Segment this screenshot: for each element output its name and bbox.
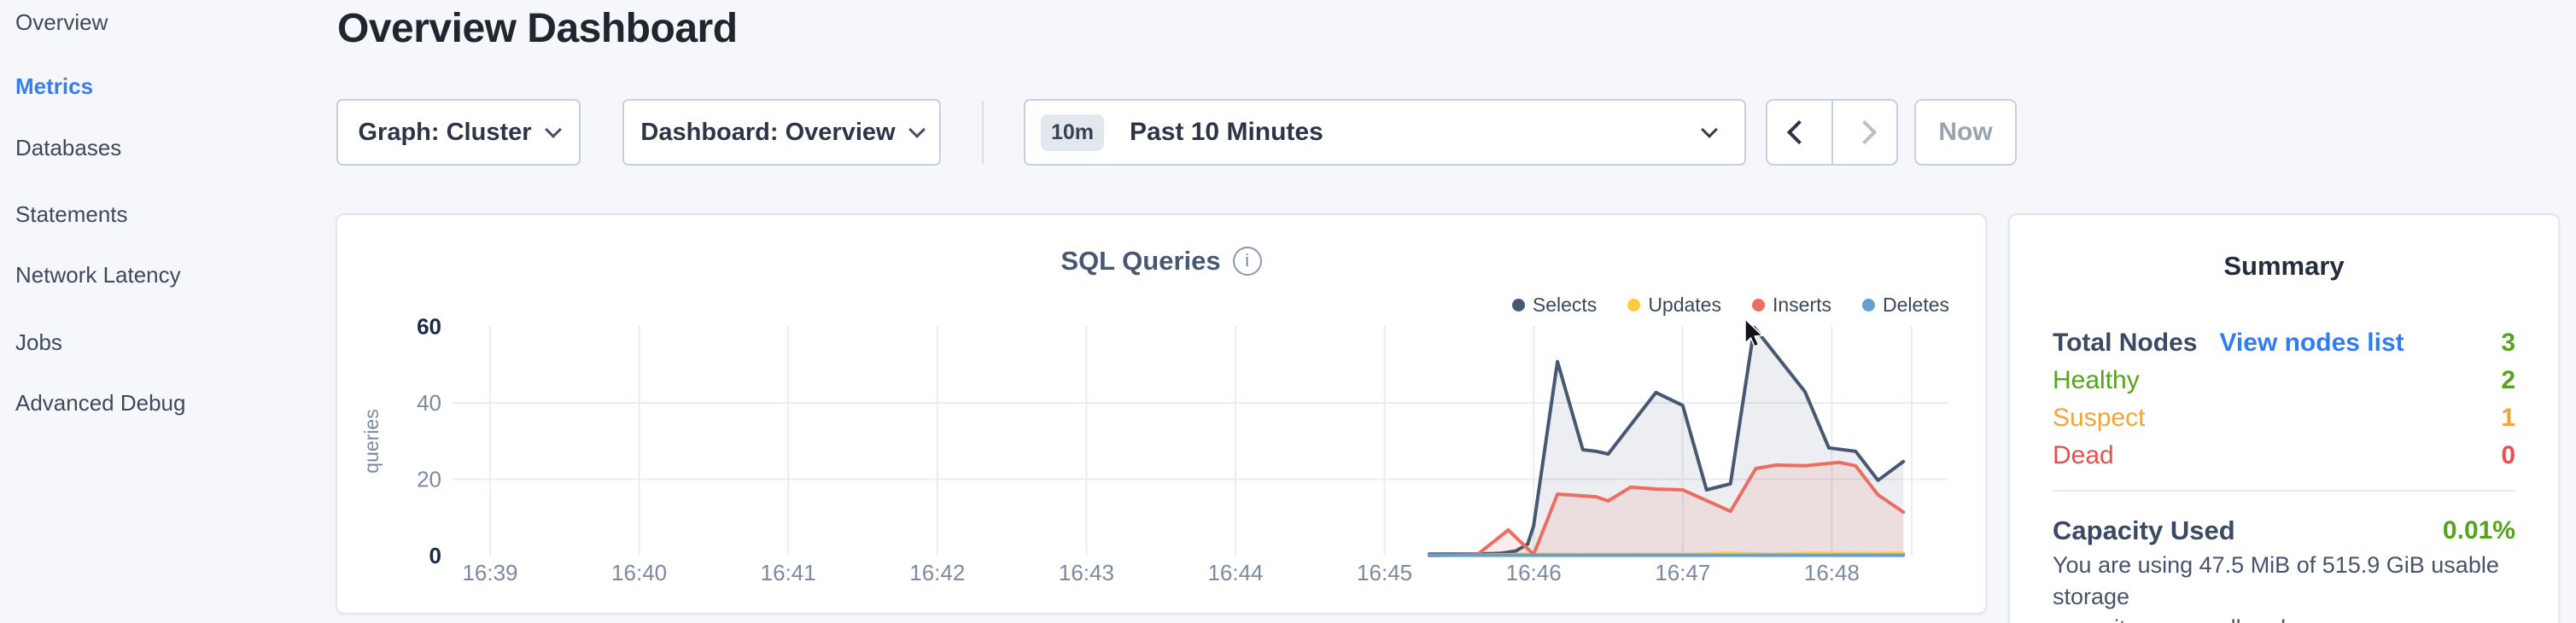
capacity-description-line2: capacity across all nodes.: [2053, 615, 2316, 623]
sql-queries-chart-panel: SQL Queries i Selects Updates Inserts Delet…: [336, 213, 1987, 614]
capacity-description-line1: You are using 47.5 MiB of 515.9 GiB usab…: [2053, 552, 2499, 609]
dashboard-dropdown[interactable]: Dashboard: Overview: [622, 99, 941, 166]
time-step-buttons: [1766, 99, 1898, 166]
sidebar-item-metrics[interactable]: Metrics: [15, 73, 94, 99]
legend-item-inserts: Inserts: [1751, 294, 1832, 317]
legend-label: Selects: [1532, 294, 1598, 316]
dead-row: Dead 0: [2053, 437, 2515, 475]
y-tick-label: 40: [417, 390, 441, 416]
sidebar-item-jobs[interactable]: Jobs: [15, 329, 62, 355]
sidebar-item-databases[interactable]: Databases: [15, 135, 122, 160]
chevron-down-icon: [908, 121, 926, 138]
sidebar-item-advanced-debug[interactable]: Advanced Debug: [15, 390, 186, 416]
y-axis-label: queries: [360, 409, 383, 473]
capacity-description: You are using 47.5 MiB of 515.9 GiB usab…: [2053, 550, 2524, 623]
capacity-used-value: 0.01%: [2442, 516, 2515, 544]
total-nodes-value: 3: [2501, 329, 2515, 357]
summary-divider: [2053, 490, 2515, 492]
time-back-button[interactable]: [1767, 101, 1831, 164]
now-button-label: Now: [1938, 118, 1993, 146]
healthy-row: Healthy 2: [2053, 362, 2515, 399]
dead-label: Dead: [2053, 441, 2114, 469]
chart-legend: Selects Updates Inserts Deletes: [1511, 294, 1949, 317]
total-nodes-label: Total Nodes: [2053, 329, 2198, 357]
view-nodes-list-link[interactable]: View nodes list: [2219, 329, 2404, 357]
sidebar-item-overview[interactable]: Overview: [15, 9, 108, 35]
series-line-selects: [1428, 325, 1906, 556]
chevron-left-icon: [1787, 119, 1812, 145]
chart-title: SQL Queries: [1060, 246, 1221, 276]
healthy-value: 2: [2501, 366, 2515, 394]
y-tick-label: 20: [417, 467, 441, 492]
legend-dot-selects: [1511, 299, 1525, 312]
x-tick-label: 16:40: [611, 560, 667, 585]
suspect-row: Suspect 1: [2053, 399, 2515, 437]
total-nodes-row: Total Nodes View nodes list 3: [2053, 324, 2515, 362]
legend-item-deletes: Deletes: [1862, 294, 1949, 317]
legend-dot-updates: [1627, 299, 1641, 312]
x-tick-label: 16:43: [1059, 560, 1114, 585]
capacity-used-row: Capacity Used 0.01%: [2053, 512, 2515, 550]
legend-dot-inserts: [1751, 299, 1765, 312]
y-tick-label: 60: [417, 314, 441, 340]
legend-label: Deletes: [1883, 294, 1949, 316]
legend-item-updates: Updates: [1627, 294, 1721, 317]
time-range-dropdown[interactable]: 10m Past 10 Minutes: [1024, 99, 1746, 166]
graph-dropdown[interactable]: Graph: Cluster: [336, 99, 581, 166]
page-title: Overview Dashboard: [337, 6, 738, 51]
chevron-down-icon: [1701, 121, 1718, 138]
summary-title: Summary: [2223, 251, 2345, 281]
controls-divider: [982, 101, 984, 164]
sql-queries-chart: 16:39 16:40 16:41 16:42 16:43 16:44 16:45 16:46…: [360, 314, 1948, 585]
dashboard-dropdown-label: Dashboard: Overview: [640, 118, 896, 146]
time-window-badge: 10m: [1041, 114, 1105, 151]
x-tick-label: 16:48: [1804, 560, 1860, 585]
sidebar-item-statements[interactable]: Statements: [15, 201, 128, 227]
x-tick-label: 16:47: [1655, 560, 1710, 585]
legend-dot-deletes: [1862, 299, 1876, 312]
suspect-value: 1: [2501, 404, 2515, 432]
x-tick-label: 16:44: [1207, 560, 1263, 585]
graph-dropdown-label: Graph: Cluster: [358, 118, 532, 146]
healthy-label: Healthy: [2053, 366, 2140, 394]
time-forward-button[interactable]: [1831, 101, 1897, 164]
legend-item-selects: Selects: [1511, 294, 1598, 317]
dead-value: 0: [2501, 441, 2515, 469]
legend-label: Inserts: [1772, 294, 1832, 316]
sidebar: Overview Metrics Databases Statements Ne…: [0, 0, 336, 623]
capacity-used-label: Capacity Used: [2053, 515, 2235, 545]
x-tick-label: 16:39: [462, 560, 517, 585]
x-tick-label: 16:45: [1357, 560, 1412, 585]
chart-title-row: SQL Queries i: [337, 246, 1985, 277]
chevron-right-icon: [1852, 119, 1877, 145]
sidebar-item-network-latency[interactable]: Network Latency: [15, 262, 181, 288]
y-tick-label: 0: [429, 543, 441, 568]
x-tick-label: 16:42: [909, 560, 965, 585]
chevron-down-icon: [544, 121, 562, 138]
suspect-label: Suspect: [2053, 404, 2146, 432]
legend-label: Updates: [1648, 294, 1721, 316]
time-range-label: Past 10 Minutes: [1130, 118, 1323, 146]
series-fill-inserts: [1429, 462, 1904, 556]
summary-panel: Summary Total Nodes View nodes list 3 He…: [2008, 213, 2560, 623]
info-icon[interactable]: i: [1232, 247, 1262, 276]
now-button[interactable]: Now: [1914, 99, 2017, 166]
x-tick-label: 16:41: [761, 560, 816, 585]
series-fill-selects: [1429, 327, 1904, 556]
x-tick-label: 16:46: [1506, 560, 1562, 585]
